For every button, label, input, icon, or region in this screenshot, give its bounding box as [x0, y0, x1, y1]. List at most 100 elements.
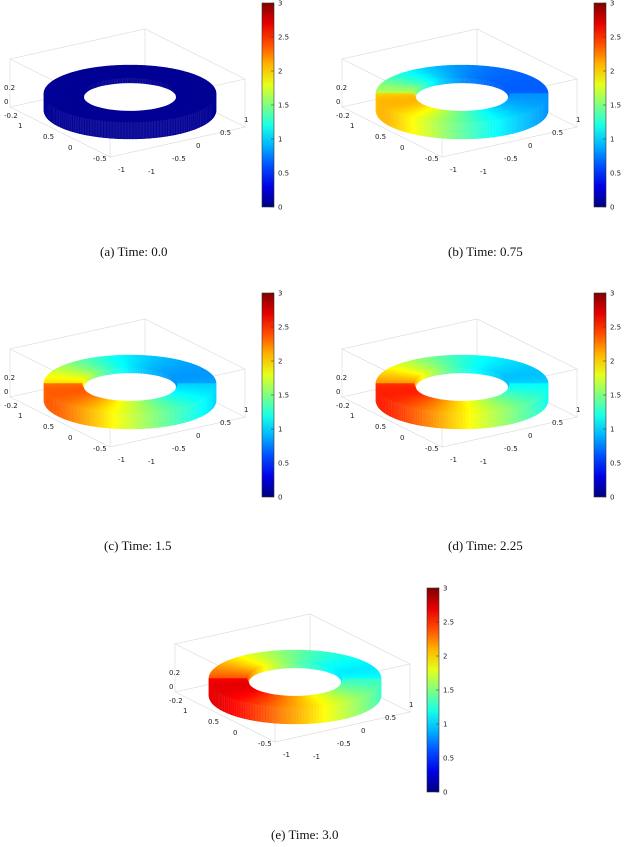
panel-a: 0.2 0 -0.2 1 0.5 0 -0.5 -1 -1 -0.5 0 0.5 1 0 0.5 1 1.5 2 2… [0, 0, 300, 220]
colorbar-tick-label: 0 [278, 494, 282, 502]
colorbar-tick-label: 2.5 [610, 324, 621, 332]
y-axis-ticks: -1 -0.5 0 0.5 1 [480, 406, 580, 466]
y-tick-label: 1 [576, 116, 580, 124]
x-tick-label: 1 [18, 412, 22, 420]
torus-plot-e: 0.20-0.210.50-0.5-1 -1-0.500.5100.511.522… [169, 585, 454, 797]
colorbar-tick-label: 2.5 [278, 324, 289, 332]
x-tick-label: 1 [350, 412, 354, 420]
x-axis-ticks: 1 0.5 0 -0.5 -1 [18, 122, 125, 174]
colorbar-tick-label: 1 [610, 136, 614, 144]
y-tick-label: 1 [244, 406, 248, 414]
x-tick-label: 0.5 [375, 133, 386, 141]
panel-e: 0.2 0 -0.2 1 0.5 0 -0.5 -1 -1 -0.5 0 0.5 1 0 0.5 1 1.5 2 2… [165, 585, 465, 805]
z-axis-ticks: 0.2 0 -0.2 [4, 374, 18, 410]
colorbar-tick-label: 0.5 [610, 170, 621, 178]
x-tick-label: 1 [350, 122, 354, 130]
x-tick-label: -0.5 [93, 155, 107, 163]
y-tick-label: 0.5 [220, 129, 231, 137]
z-axis-ticks: 0.2 0 -0.2 [4, 84, 18, 120]
y-axis-ticks: -1 -0.5 0 0.5 1 [313, 701, 413, 761]
colorbar-tick-label: 2 [278, 358, 282, 366]
colorbar-tick-label: 3 [443, 585, 447, 593]
colorbar-tick-label: 1 [278, 426, 282, 434]
x-tick-label: 0 [68, 144, 72, 152]
colorbar-tick-label: 2 [610, 68, 614, 76]
colorbar-tick-label: 1.5 [278, 102, 289, 110]
colorbar-tick-label: 1 [610, 426, 614, 434]
colorbar-tick-label: 0 [443, 789, 447, 797]
colorbar: 0 0.5 1 1.5 2 2.5 3 [261, 290, 289, 502]
torus-hole [249, 668, 341, 696]
z-tick-label: 0.2 [336, 374, 347, 382]
z-tick-label: -0.2 [336, 402, 350, 410]
y-tick-label: 0 [196, 142, 200, 150]
z-tick-label: -0.2 [169, 697, 183, 705]
colorbar: 0 0.5 1 1.5 2 2.5 3 [593, 290, 621, 502]
z-tick-label: 0 [4, 98, 8, 106]
colorbar-tick-label: 2 [443, 653, 447, 661]
colorbar: 0 0.5 1 1.5 2 2.5 3 [593, 0, 621, 212]
colorbar-tick-label: 1 [278, 136, 282, 144]
caption-c: (c) Time: 1.5 [104, 538, 172, 553]
x-tick-label: -1 [118, 166, 125, 174]
colorbar-tick-label: 3 [610, 290, 614, 298]
y-axis-ticks: -1 -0.5 0 0.5 1 [480, 116, 580, 176]
y-tick-label: 0 [361, 727, 365, 735]
z-axis-ticks: 0.2 0 -0.2 [336, 374, 350, 410]
torus-plot-b: 0.20-0.210.50-0.5-1 -1-0.500.5100.511.522… [336, 0, 621, 212]
x-tick-label: 0.5 [43, 133, 54, 141]
y-tick-label: 0.5 [552, 419, 563, 427]
torus-hole [84, 373, 176, 401]
x-tick-label: 0.5 [43, 423, 54, 431]
torus-surface [375, 354, 549, 430]
torus-surface [375, 64, 549, 140]
z-tick-label: -0.2 [4, 112, 18, 120]
colorbar-tick-label: 0 [278, 204, 282, 212]
x-tick-label: 0 [400, 144, 404, 152]
x-tick-label: 1 [183, 707, 187, 715]
torus-hole [416, 83, 508, 111]
y-tick-label: 0.5 [220, 419, 231, 427]
z-tick-label: 0.2 [169, 669, 180, 677]
x-axis-ticks: 1 0.5 0 -0.5 -1 [350, 122, 457, 174]
x-tick-label: 0 [233, 729, 237, 737]
y-tick-label: -1 [148, 168, 155, 176]
x-tick-label: -0.5 [258, 740, 272, 748]
x-axis-ticks: 1 0.5 0 -0.5 -1 [183, 707, 290, 759]
y-tick-label: 1 [576, 406, 580, 414]
z-tick-label: 0 [4, 388, 8, 396]
colorbar-tick-label: 0.5 [610, 460, 621, 468]
y-axis-ticks: -1 -0.5 0 0.5 1 [148, 406, 248, 466]
x-tick-label: -1 [450, 166, 457, 174]
z-tick-label: -0.2 [4, 402, 18, 410]
y-tick-label: 0 [528, 432, 532, 440]
colorbar-tick-label: 2.5 [443, 619, 454, 627]
x-tick-label: -0.5 [93, 445, 107, 453]
y-tick-label: -0.5 [172, 445, 186, 453]
y-tick-label: 0.5 [385, 714, 396, 722]
y-tick-label: 0 [528, 142, 532, 150]
x-axis-ticks: 1 0.5 0 -0.5 -1 [18, 412, 125, 464]
caption-a: (a) Time: 0.0 [100, 244, 168, 259]
colorbar-tick-label: 3 [610, 0, 614, 8]
x-tick-label: 1 [18, 122, 22, 130]
x-tick-label: 0.5 [208, 718, 219, 726]
torus-hole [416, 373, 508, 401]
y-tick-label: -1 [480, 458, 487, 466]
x-tick-label: -1 [450, 456, 457, 464]
colorbar-tick-label: 0.5 [278, 170, 289, 178]
colorbar-tick-label: 0.5 [278, 460, 289, 468]
x-tick-label: -1 [283, 751, 290, 759]
colorbar-tick-label: 3 [278, 0, 282, 8]
z-axis-ticks: 0.2 0 -0.2 [336, 84, 350, 120]
torus-plot-c: 0.20-0.210.50-0.5-1 -1-0.500.5100.511.522… [4, 290, 289, 502]
y-tick-label: -1 [148, 458, 155, 466]
z-tick-label: 0 [169, 683, 173, 691]
colorbar-tick-label: 0 [610, 204, 614, 212]
y-tick-label: -0.5 [504, 445, 518, 453]
torus-hole [84, 83, 176, 111]
colorbar-tick-label: 1 [443, 721, 447, 729]
caption-b: (b) Time: 0.75 [448, 244, 523, 259]
z-axis-ticks: 0.2 0 -0.2 [169, 669, 183, 705]
colorbar-tick-label: 0 [610, 494, 614, 502]
